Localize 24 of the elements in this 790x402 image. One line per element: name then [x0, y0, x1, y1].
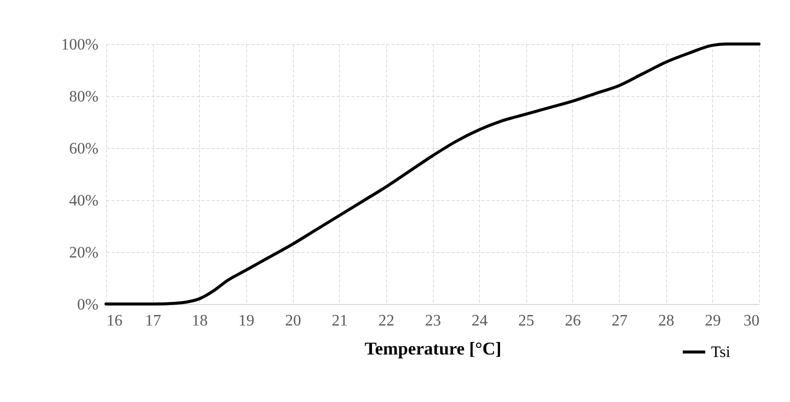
y-tick-label: 100% — [61, 36, 98, 54]
x-tick-label: 17 — [145, 312, 162, 330]
y-tick-label: 20% — [69, 244, 98, 262]
x-tick-label: 24 — [472, 312, 488, 330]
y-tick-label: 80% — [69, 88, 98, 106]
x-tick-label: 21 — [332, 312, 348, 330]
x-tick-label: 20 — [285, 312, 302, 330]
x-tick-label: 19 — [238, 312, 254, 330]
x-tick-label: 23 — [425, 312, 441, 330]
x-tick-label: 26 — [564, 312, 581, 330]
y-tick-label: 60% — [69, 140, 98, 158]
x-tick-label: 16 — [106, 312, 122, 330]
legend-label: Tsi — [711, 344, 731, 361]
x-tick-label: 22 — [378, 312, 394, 330]
y-tick-label: 40% — [69, 192, 98, 210]
x-tick-label: 25 — [518, 312, 534, 330]
line-series — [104, 42, 760, 306]
x-axis-title: Temperature [°C] — [364, 338, 502, 358]
x-tick-label: 18 — [192, 312, 208, 330]
y-tick-label: 0% — [77, 296, 98, 314]
x-tick-label: 29 — [704, 312, 721, 330]
x-tick-label: 30 — [744, 312, 760, 330]
x-tick-label: 28 — [658, 312, 674, 330]
x-tick-label: 27 — [612, 312, 628, 330]
